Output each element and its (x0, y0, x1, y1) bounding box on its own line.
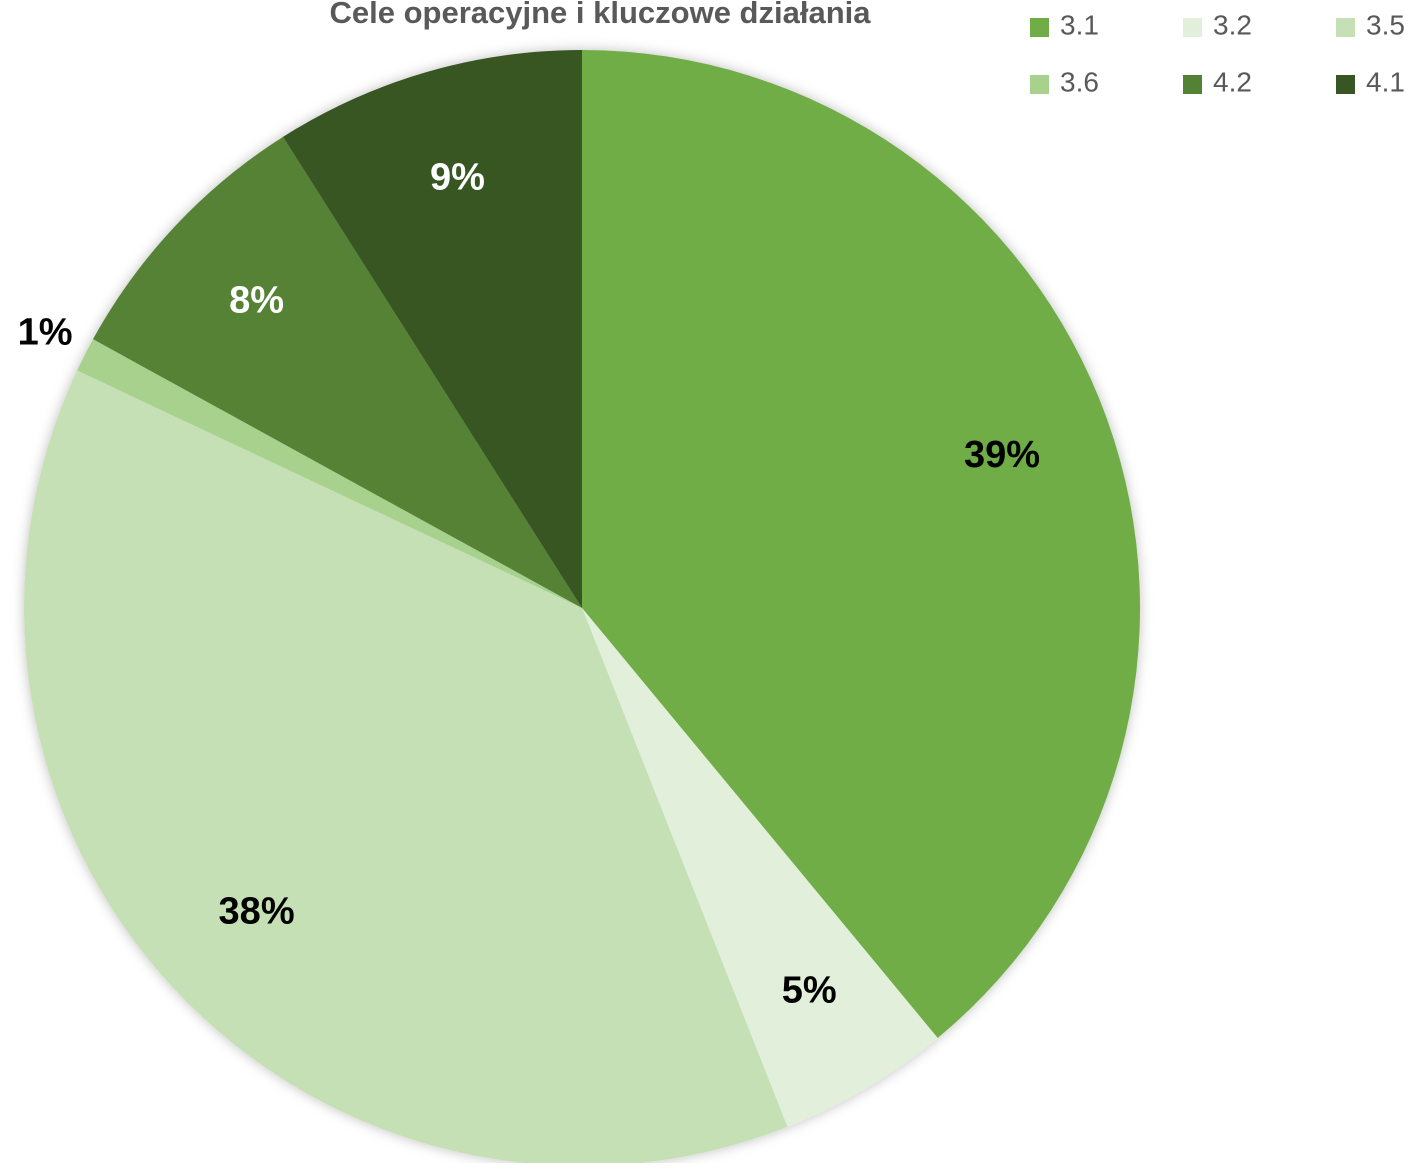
data-label: 5% (782, 969, 837, 1011)
data-label: 9% (430, 156, 485, 198)
legend-label: 4.1 (1366, 66, 1405, 97)
legend-label: 4.2 (1213, 66, 1252, 97)
legend-swatch (1183, 75, 1202, 94)
chart-title: Cele operacyjne i kluczowe działania (330, 0, 872, 30)
data-label: 38% (219, 891, 295, 933)
pie (24, 50, 1141, 1166)
legend-swatch (1336, 18, 1355, 37)
data-label: 8% (229, 279, 284, 321)
legend-swatch (1030, 75, 1049, 94)
pie-slice (24, 370, 788, 1166)
pie-slice (582, 50, 1141, 1038)
legend-swatch (1030, 18, 1049, 37)
legend-label: 3.1 (1060, 9, 1099, 40)
legend-swatch (1336, 75, 1355, 94)
legend-label: 3.5 (1366, 9, 1405, 40)
data-label: 1% (18, 311, 73, 353)
legend-label: 3.6 (1060, 66, 1099, 97)
pie-slice (283, 50, 582, 608)
pie-slice (582, 608, 938, 1127)
pie-slice (77, 339, 582, 608)
legend-label: 3.2 (1213, 9, 1252, 40)
pie-slice (93, 136, 582, 608)
data-label: 39% (964, 434, 1040, 476)
legend-swatch (1183, 18, 1202, 37)
